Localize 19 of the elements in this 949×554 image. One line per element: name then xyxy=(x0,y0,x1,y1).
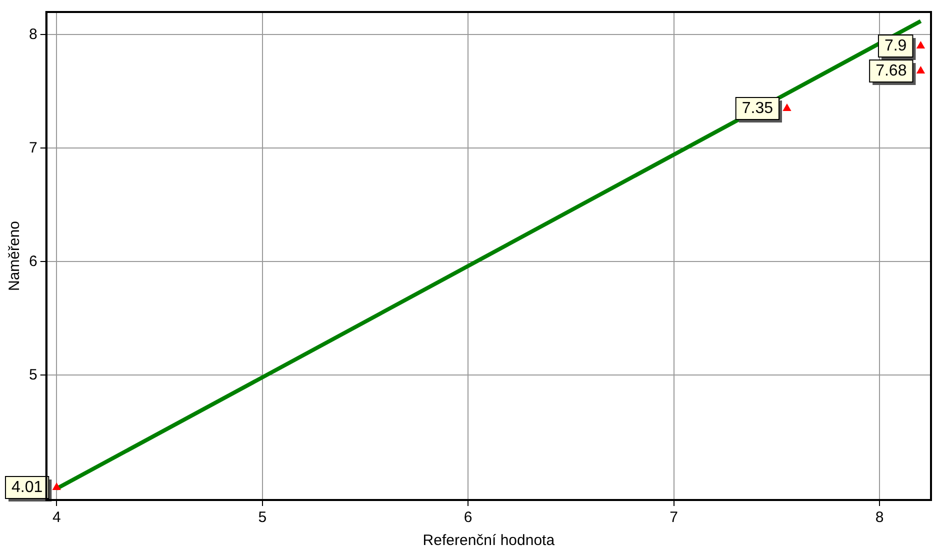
y-tick-label: 7 xyxy=(29,139,38,156)
y-tick-label: 5 xyxy=(29,366,38,384)
data-label: 4.01 xyxy=(11,478,43,496)
x-axis-title: Referenční hodnota xyxy=(422,532,556,550)
y-tick-label: 8 xyxy=(29,26,38,43)
x-tick-label: 7 xyxy=(670,509,678,526)
data-label: 7.35 xyxy=(742,100,774,117)
data-label: 7.9 xyxy=(884,37,907,54)
x-tick-label: 6 xyxy=(464,509,472,526)
point xyxy=(783,104,791,111)
point xyxy=(52,483,61,490)
point xyxy=(916,66,925,74)
x-tick-label: 5 xyxy=(258,509,267,526)
x-tick-label: 4 xyxy=(52,509,61,526)
y-axis-title: Naměřeno xyxy=(6,220,24,292)
point xyxy=(916,42,925,49)
x-tick-label: 8 xyxy=(875,509,884,526)
y-tick-label: 6 xyxy=(29,252,38,270)
data-label: 7.68 xyxy=(876,62,907,80)
